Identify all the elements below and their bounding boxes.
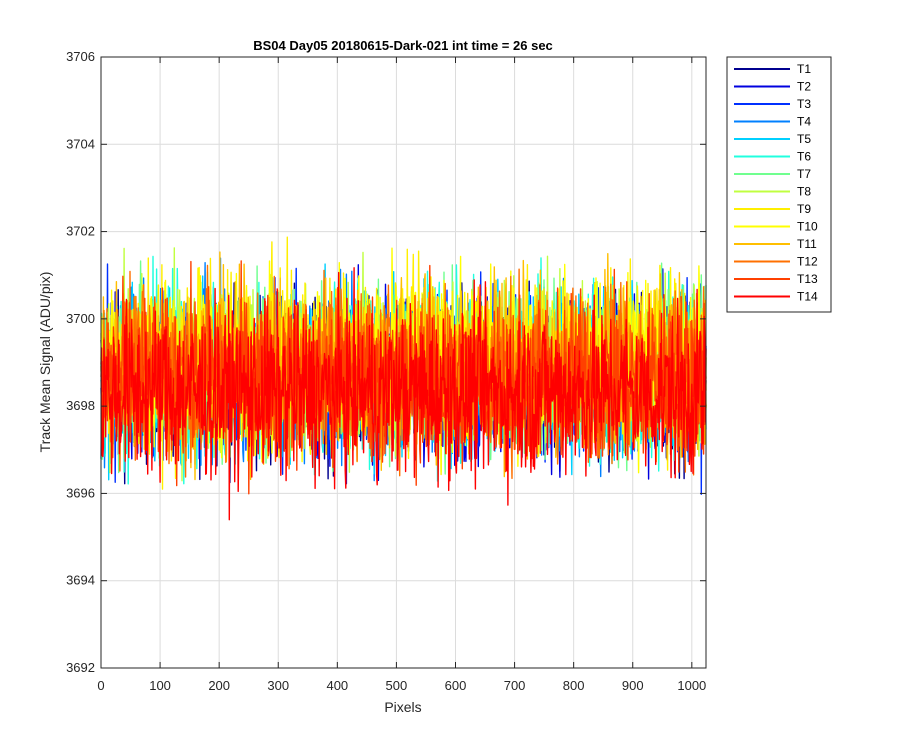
y-tick-label: 3700 [66,311,95,326]
x-tick-label: 700 [504,678,526,693]
axes-box [100,56,707,669]
y-tick-label: 3702 [66,224,95,239]
y-axis-label: Track Mean Signal (ADU/pix) [37,272,53,453]
x-tick-label: 300 [267,678,289,693]
y-tick-label: 3706 [66,49,95,64]
legend-label-t10: T10 [797,220,818,234]
x-tick-label: 800 [563,678,585,693]
x-axis-label: Pixels [384,699,421,715]
x-tick-label: 600 [445,678,467,693]
legend-label-t5: T5 [797,132,811,146]
chart-title: BS04 Day05 20180615-Dark-021 int time = … [253,38,553,53]
legend-label-t9: T9 [797,202,811,216]
legend-label-t2: T2 [797,80,811,94]
legend-label-t8: T8 [797,185,811,199]
legend-label-t14: T14 [797,290,818,304]
y-tick-label: 3694 [66,573,95,588]
x-tick-label: 900 [622,678,644,693]
legend: T1 T2 T3 T4 T5 T6 T7 T8 T9 T10 T11 T12 T13 T14 [726,56,832,313]
x-tick-label: 0 [97,678,104,693]
legend-label-t12: T12 [797,255,818,269]
legend-label-t7: T7 [797,167,811,181]
legend-label-t11: T11 [797,237,817,251]
plot-area: 0 100 200 300 400 500 600 700 800 900 1000 3692 3694… [66,49,707,693]
series-line-t14 [100,267,707,521]
legend-label-t3: T3 [797,97,811,111]
x-tick-label: 400 [326,678,348,693]
x-tick-label: 100 [149,678,171,693]
legend-label-t1: T1 [797,62,811,76]
legend-label-t4: T4 [797,115,811,129]
legend-label-t6: T6 [797,150,811,164]
legend-label-t13: T13 [797,272,818,286]
axis-ticks: 0 100 200 300 400 500 600 700 800 900 1000 3692 3694… [66,49,706,693]
series-lines [100,236,707,521]
y-tick-label: 3692 [66,660,95,675]
x-tick-label: 1000 [677,678,706,693]
x-tick-label: 200 [208,678,230,693]
y-tick-label: 3698 [66,398,95,413]
x-tick-label: 500 [386,678,408,693]
y-tick-label: 3696 [66,485,95,500]
y-tick-label: 3704 [66,136,95,151]
legend-box [726,56,832,313]
